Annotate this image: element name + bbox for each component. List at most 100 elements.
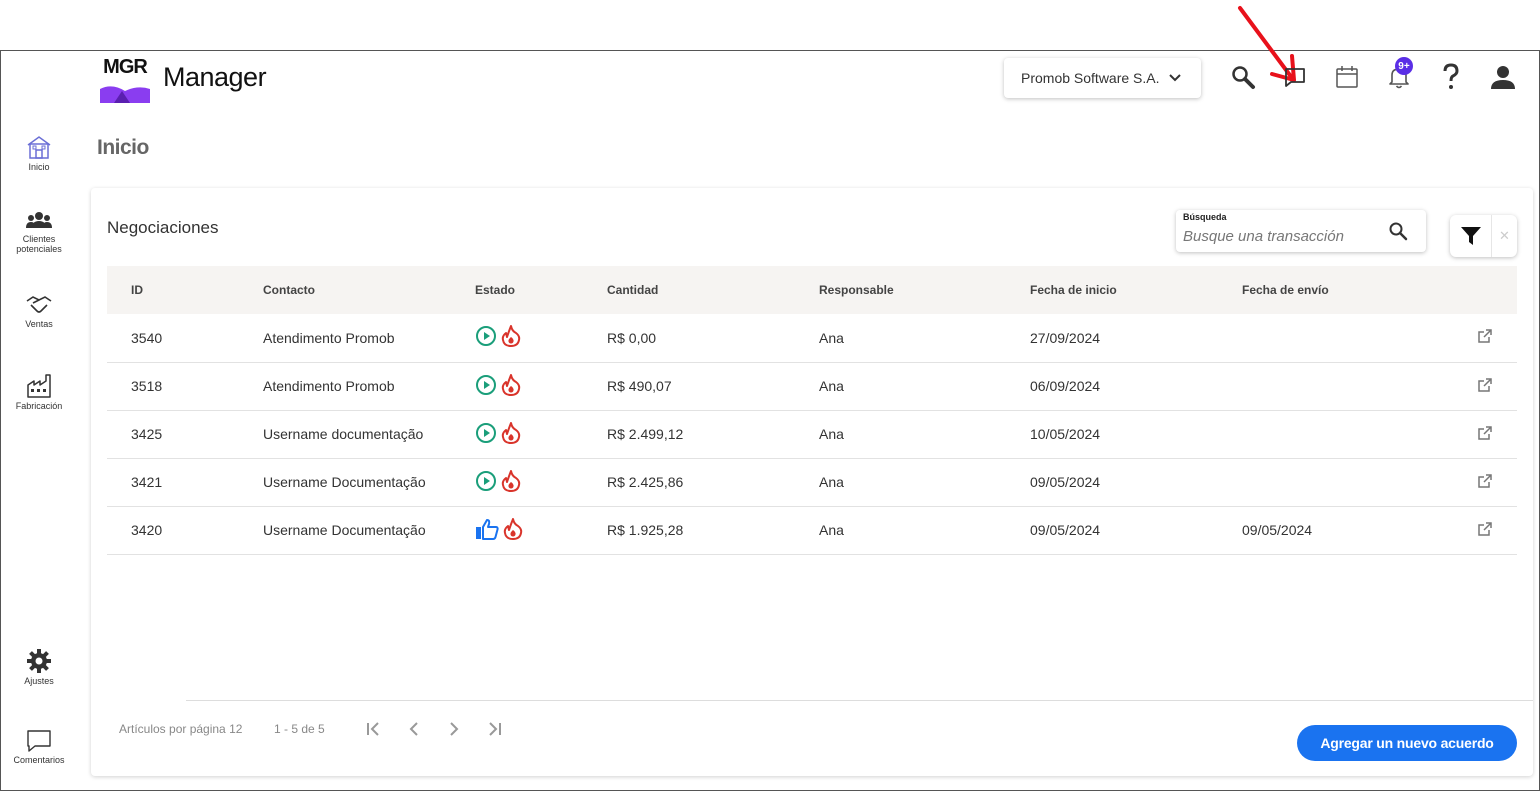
- cell-contact: Username documentação: [263, 426, 424, 442]
- cell-amount: R$ 2.499,12: [607, 426, 684, 442]
- search-icon[interactable]: [1228, 62, 1258, 92]
- footer-divider: [186, 700, 1533, 701]
- cell-start-date: 10/05/2024: [1030, 426, 1101, 442]
- cell-owner: Ana: [819, 329, 844, 346]
- next-page-icon[interactable]: [443, 718, 465, 740]
- people-icon: [0, 210, 78, 232]
- add-deal-button[interactable]: Agregar un nuevo acuerdo: [1297, 725, 1517, 761]
- column-header-cantidad[interactable]: Cantidad: [607, 283, 659, 297]
- annotation-arrow: [1238, 6, 1296, 82]
- sidebar-item-comentarios[interactable]: Comentarios: [0, 729, 78, 765]
- fire-icon: [501, 325, 521, 350]
- play-circle-icon: [475, 374, 497, 399]
- sidebar-label: Ventas: [25, 319, 53, 329]
- company-select[interactable]: Promob Software S.A.: [1004, 58, 1201, 98]
- open-external-icon[interactable]: [1477, 473, 1493, 489]
- company-name: Promob Software S.A.: [1021, 70, 1160, 86]
- page-range: 1 - 5 de 5: [274, 722, 325, 736]
- cell-start-date: 27/09/2024: [1030, 329, 1101, 346]
- sidebar-label: Clientes potenciales: [16, 234, 62, 254]
- table-row[interactable]: 3420 Username Documentação R$ 1.925,28 Ana 0…: [107, 506, 1517, 554]
- cell-sent-date: 09/05/2024: [1242, 522, 1313, 538]
- cell-contact: Atendimento Promob: [263, 329, 395, 346]
- calendar-icon[interactable]: [1332, 62, 1362, 92]
- column-header-actions: [1418, 266, 1517, 314]
- open-external-icon[interactable]: [1477, 377, 1493, 393]
- factory-icon: [0, 373, 78, 399]
- filter-controls: ✕: [1450, 215, 1517, 257]
- sidebar-item-inicio[interactable]: Inicio: [0, 134, 78, 172]
- cell-id: 3518: [131, 378, 163, 394]
- cell-status: [451, 506, 583, 554]
- search-field[interactable]: Búsqueda: [1176, 210, 1426, 252]
- column-header-estado[interactable]: Estado: [475, 283, 516, 297]
- cell-actions: [1418, 458, 1517, 506]
- cell-id: 3420: [131, 522, 163, 538]
- cell-owner: Ana: [819, 474, 844, 490]
- column-header-id[interactable]: ID: [131, 283, 143, 297]
- chat-icon[interactable]: [1280, 62, 1310, 92]
- cell-contact: Username Documentação: [263, 522, 426, 538]
- help-icon[interactable]: [1436, 62, 1466, 92]
- user-icon[interactable]: [1488, 62, 1518, 92]
- search-input[interactable]: [1183, 226, 1383, 246]
- page-title: Inicio: [97, 136, 149, 159]
- thumbs-up-icon: [475, 518, 499, 543]
- table-row[interactable]: 3425 Username documentação R$ 2.499,12 Ana 1…: [107, 410, 1517, 458]
- table-row[interactable]: 3540 Atendimento Promob R$ 0,00 Ana 27/09/20…: [107, 314, 1517, 362]
- table-row[interactable]: 3421 Username Documentação R$ 2.425,86 Ana 0…: [107, 458, 1517, 506]
- app-name: Manager: [163, 62, 267, 92]
- sidebar-label: Inicio: [28, 162, 50, 172]
- cell-status: [451, 314, 583, 362]
- sidebar-item-fabricacion[interactable]: Fabricación: [0, 373, 78, 411]
- cell-start-date: 09/05/2024: [1030, 522, 1101, 538]
- open-external-icon[interactable]: [1477, 425, 1493, 441]
- logo-shape: [100, 86, 150, 103]
- cell-sent-date: [1218, 314, 1418, 362]
- home-icon: [0, 134, 78, 160]
- column-header-contacto[interactable]: Contacto: [263, 283, 315, 297]
- sidebar-item-clientes[interactable]: Clientes potenciales: [0, 210, 78, 254]
- cell-sent-date: [1218, 410, 1418, 458]
- cell-actions: [1418, 410, 1517, 458]
- open-external-icon[interactable]: [1477, 521, 1493, 537]
- cell-status: [451, 410, 583, 458]
- cell-actions: [1418, 314, 1517, 362]
- sidebar-label: Ajustes: [24, 676, 54, 686]
- search-icon[interactable]: [1386, 219, 1410, 243]
- comment-icon: [0, 729, 78, 753]
- app-logo: MGR: [100, 53, 150, 103]
- play-circle-icon: [475, 422, 497, 447]
- cell-amount: R$ 490,07: [607, 378, 672, 394]
- cell-sent-date: [1218, 458, 1418, 506]
- fire-icon: [501, 421, 521, 447]
- sidebar-label: Fabricación: [15, 401, 63, 411]
- cell-sent-date: [1218, 362, 1418, 410]
- filter-icon[interactable]: [1450, 215, 1492, 257]
- open-external-icon[interactable]: [1477, 328, 1493, 344]
- notification-badge: 9+: [1395, 57, 1413, 75]
- first-page-icon[interactable]: [363, 718, 385, 740]
- prev-page-icon[interactable]: [403, 718, 425, 740]
- fire-icon: [501, 469, 521, 495]
- sidebar-item-ajustes[interactable]: Ajustes: [0, 648, 78, 686]
- column-header-responsable[interactable]: Responsable: [819, 283, 894, 297]
- sidebar-item-ventas[interactable]: Ventas: [0, 293, 78, 329]
- fire-icon: [503, 517, 523, 543]
- table-header-row: ID Contacto Estado Cantidad Responsable …: [107, 266, 1517, 314]
- cell-status: [451, 362, 583, 410]
- column-header-fecha-inicio[interactable]: Fecha de inicio: [1030, 283, 1117, 297]
- handshake-icon: [0, 293, 78, 317]
- cell-amount: R$ 2.425,86: [607, 474, 684, 490]
- items-per-page-label[interactable]: Artículos por página 12: [119, 722, 243, 736]
- cell-amount: R$ 1.925,28: [607, 522, 684, 538]
- table-row[interactable]: 3518 Atendimento Promob R$ 490,07 Ana 06/09/…: [107, 362, 1517, 410]
- clear-filter-icon[interactable]: ✕: [1499, 228, 1510, 243]
- cell-id: 3540: [131, 329, 163, 346]
- column-header-fecha-envio[interactable]: Fecha de envío: [1242, 283, 1329, 297]
- fire-icon: [501, 373, 521, 399]
- logo-text: MGR: [103, 56, 148, 78]
- cell-actions: [1418, 506, 1517, 554]
- cell-owner: Ana: [819, 378, 844, 394]
- last-page-icon[interactable]: [483, 718, 505, 740]
